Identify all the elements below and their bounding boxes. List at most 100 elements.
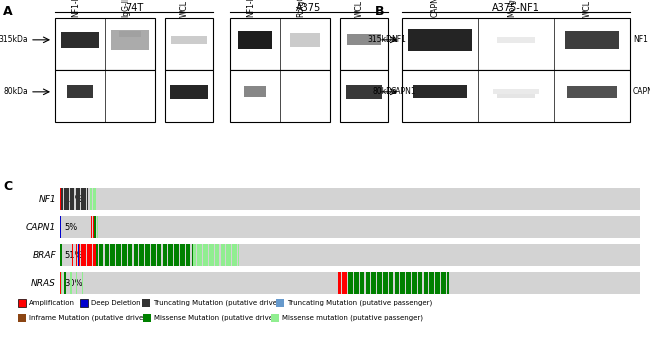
Bar [379, 272, 380, 294]
Bar [181, 244, 182, 266]
Bar [136, 244, 137, 266]
Bar [443, 272, 444, 294]
Bar [96, 244, 97, 266]
Bar [95, 244, 96, 266]
Bar [155, 244, 157, 266]
Bar [276, 299, 284, 307]
Bar [432, 272, 433, 294]
Bar [426, 272, 427, 294]
Text: CAPN1: CAPN1 [391, 87, 417, 96]
Text: 51%: 51% [64, 251, 83, 260]
Bar [402, 272, 403, 294]
Bar [113, 244, 114, 266]
Bar [79, 188, 81, 210]
Bar [78, 188, 79, 210]
Bar [106, 244, 107, 266]
Bar [407, 272, 408, 294]
Text: CAPN1: CAPN1 [633, 87, 650, 96]
Bar [438, 272, 439, 294]
Bar [567, 86, 617, 98]
Bar [172, 244, 174, 266]
Bar [194, 244, 195, 266]
Bar [198, 244, 199, 266]
Bar [60, 188, 640, 210]
Bar [142, 299, 150, 307]
Text: NF1: NF1 [633, 35, 648, 44]
Bar [72, 244, 73, 266]
Bar [84, 188, 85, 210]
Bar [374, 272, 375, 294]
Bar [124, 244, 125, 266]
Bar [413, 272, 414, 294]
Text: C: C [3, 180, 12, 193]
Text: A375-NF1: A375-NF1 [492, 3, 540, 13]
Bar [65, 188, 66, 210]
Bar [425, 272, 426, 294]
Text: WCL: WCL [180, 0, 189, 17]
Bar [72, 188, 73, 210]
Bar [210, 244, 211, 266]
Bar [157, 244, 158, 266]
Bar [355, 272, 356, 294]
Bar [387, 272, 389, 294]
Bar [177, 244, 178, 266]
Bar [142, 244, 143, 266]
Bar [420, 272, 421, 294]
Text: 315kDa: 315kDa [0, 35, 28, 44]
Bar [105, 244, 106, 266]
Bar [95, 216, 96, 238]
Text: 5%: 5% [64, 222, 77, 231]
Bar [395, 272, 396, 294]
Bar [137, 244, 138, 266]
Bar [386, 272, 387, 294]
Bar [148, 244, 150, 266]
Bar [211, 244, 212, 266]
Bar [402, 18, 630, 70]
Bar [351, 272, 352, 294]
Bar [100, 244, 101, 266]
Bar [110, 244, 111, 266]
Bar [341, 272, 343, 294]
Bar [82, 188, 83, 210]
Bar [169, 244, 170, 266]
Text: 13%: 13% [64, 195, 83, 204]
Bar [92, 188, 94, 210]
Bar [401, 272, 402, 294]
Bar [103, 244, 105, 266]
Bar [164, 244, 165, 266]
Bar [134, 244, 135, 266]
Bar [166, 244, 167, 266]
Bar [189, 244, 190, 266]
Bar [350, 272, 351, 294]
Bar [493, 89, 539, 94]
Text: CAPN1: CAPN1 [26, 222, 56, 231]
Bar [229, 244, 230, 266]
Bar [358, 272, 359, 294]
Bar [410, 272, 411, 294]
Text: CAPN1-IP: CAPN1-IP [431, 0, 440, 17]
Bar [62, 188, 64, 210]
Bar [117, 244, 118, 266]
Bar [94, 188, 95, 210]
Bar [75, 272, 77, 294]
Bar [359, 272, 361, 294]
Bar [71, 188, 72, 210]
Bar [352, 272, 354, 294]
Bar [171, 244, 172, 266]
Bar [378, 272, 379, 294]
Bar [226, 244, 227, 266]
Bar [418, 272, 419, 294]
Bar [391, 272, 392, 294]
Bar [205, 244, 206, 266]
Bar [186, 244, 187, 266]
Text: RbIgG-IP: RbIgG-IP [296, 0, 305, 17]
Bar [86, 188, 88, 210]
Bar [67, 86, 94, 98]
Text: 80kDa: 80kDa [3, 87, 28, 96]
Text: WCL: WCL [355, 0, 364, 17]
Bar [235, 244, 236, 266]
Bar [138, 244, 140, 266]
Bar [18, 314, 26, 322]
Bar [419, 272, 420, 294]
Bar [68, 188, 70, 210]
